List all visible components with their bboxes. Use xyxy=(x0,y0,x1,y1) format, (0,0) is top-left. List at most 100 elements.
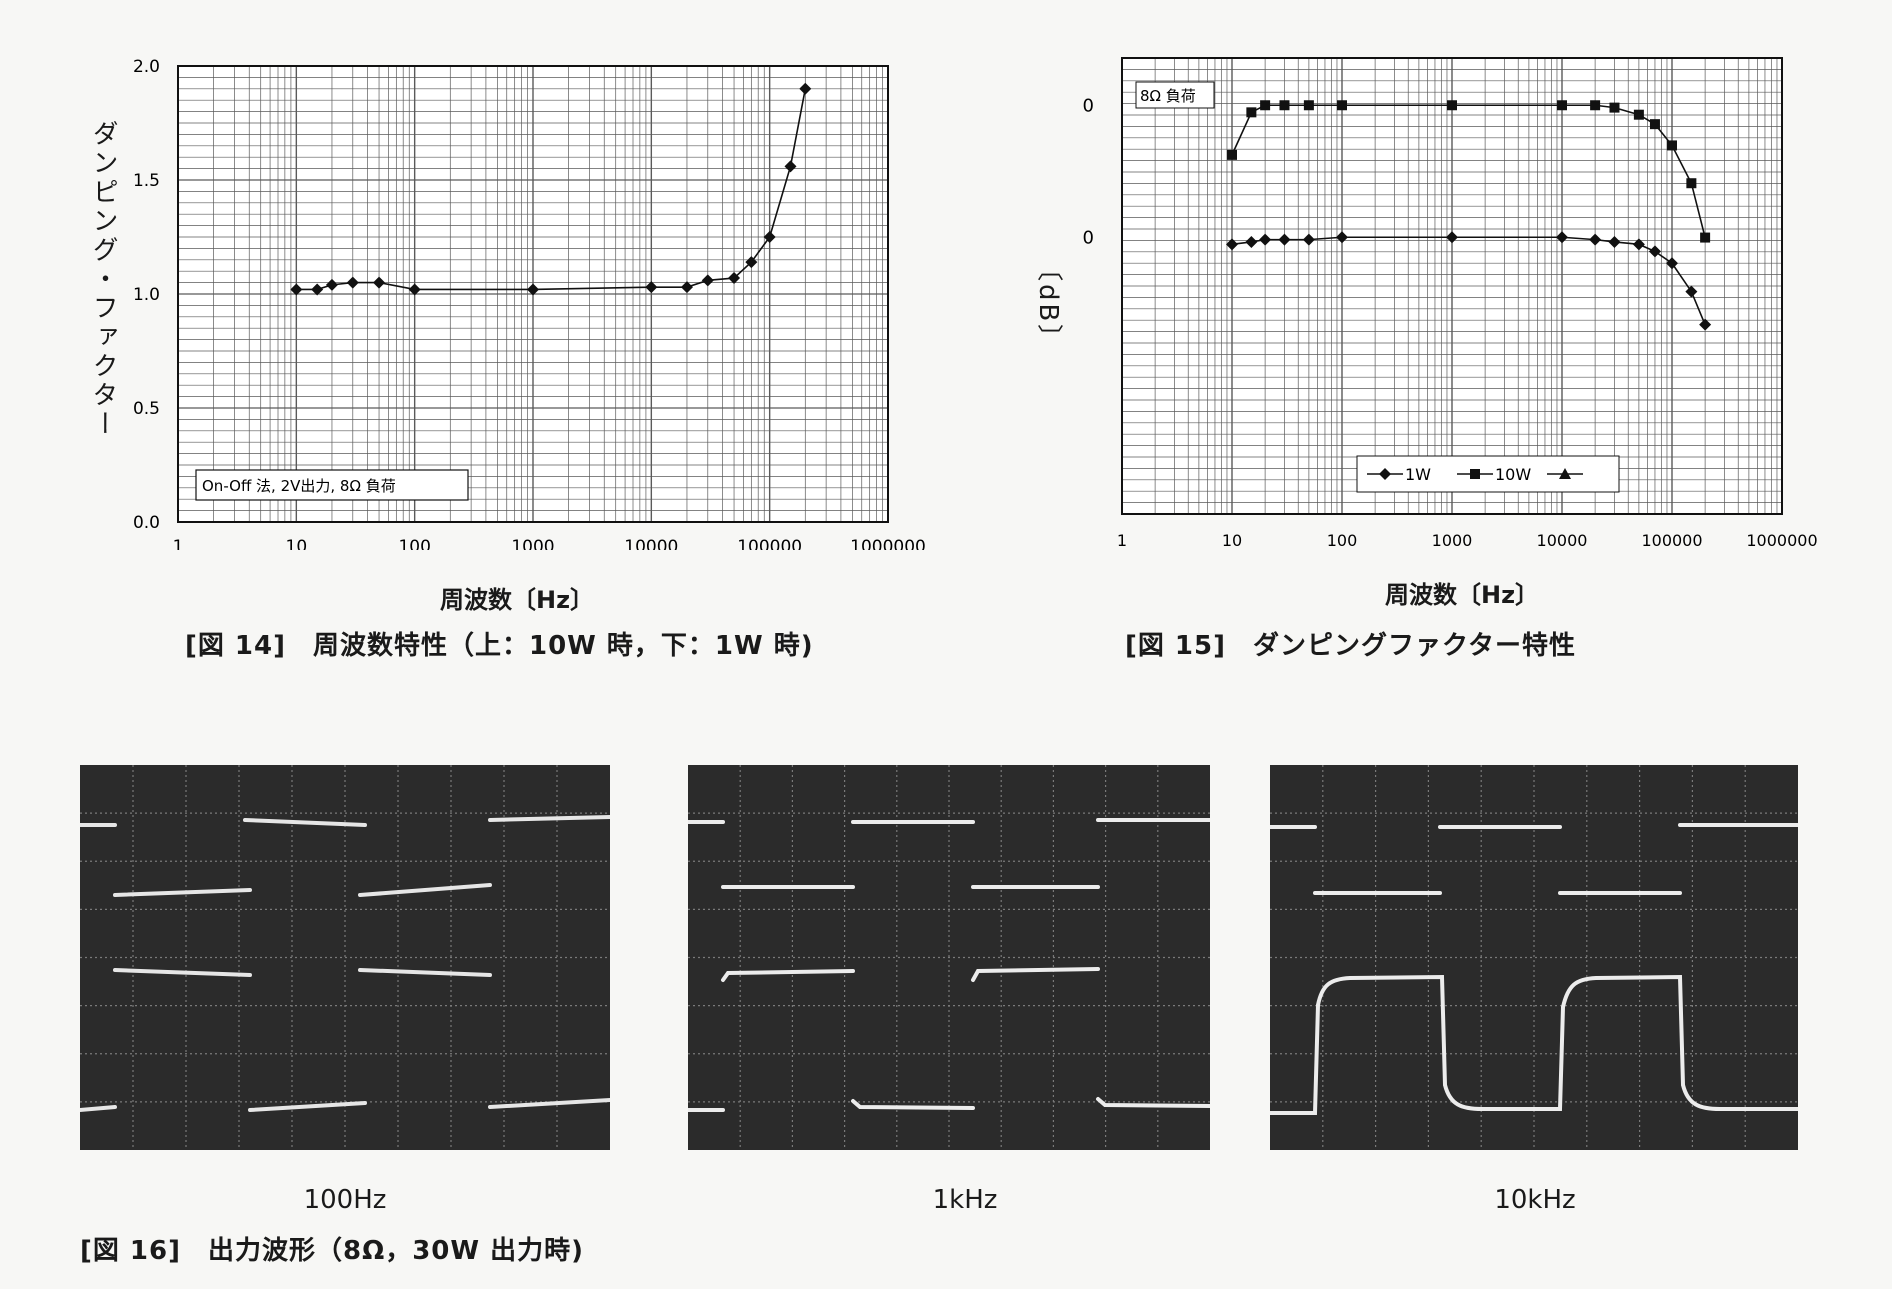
y-tick-label: 1.5 xyxy=(133,171,160,191)
scope-10khz xyxy=(1270,765,1798,1150)
fig15-annotation: 8Ω 負荷 xyxy=(1135,81,1215,109)
scope-1khz xyxy=(688,765,1210,1150)
x-tick-label: 1000000 xyxy=(1746,531,1817,550)
data-point xyxy=(408,283,421,296)
data-point xyxy=(1446,231,1458,244)
data-point xyxy=(645,281,658,294)
data-point xyxy=(1557,100,1567,111)
y-tick-label: 1.0 xyxy=(133,285,160,305)
series-1W xyxy=(1226,231,1712,331)
fig14-ylabel: ダンピング・ファクター xyxy=(88,120,118,439)
x-tick-label: 1000 xyxy=(511,537,554,550)
x-tick-label: 100000 xyxy=(1641,531,1702,550)
legend-label: 1W xyxy=(1405,465,1431,484)
data-point xyxy=(311,283,324,296)
data-point xyxy=(1226,238,1238,251)
data-point xyxy=(1649,119,1660,130)
x-tick-label: 10000 xyxy=(1537,531,1588,550)
fig14-plot: 1 10 100 1000 10000 100000 1000000 0.0 0.5 1.0 1.5… xyxy=(133,57,926,550)
legend-marker xyxy=(1379,468,1391,480)
data-point xyxy=(1686,178,1697,189)
data-point xyxy=(1700,232,1711,243)
data-point xyxy=(1278,233,1291,246)
series-10W xyxy=(1227,100,1711,243)
x-tick-label: 10 xyxy=(1222,531,1242,550)
x-tick-label: 1 xyxy=(173,537,184,550)
data-point xyxy=(1447,100,1457,111)
data-point xyxy=(1648,245,1661,258)
annotation-text: On-Off 法, 2V出力, 8Ω 負荷 xyxy=(202,477,396,495)
data-point xyxy=(1227,149,1237,160)
plot-frame xyxy=(1121,57,1783,515)
y-tick-label: 0.5 xyxy=(133,399,160,419)
y-tick-label: 0 xyxy=(1083,95,1094,116)
legend-marker xyxy=(1470,469,1480,479)
data-point xyxy=(1666,257,1678,270)
data-point xyxy=(784,160,797,173)
data-point xyxy=(745,256,758,269)
data-point xyxy=(1699,318,1712,331)
fig14-caption: [図 14] 周波数特性（上：10W 時，下：1W 時) xyxy=(185,631,814,661)
scope-graticule xyxy=(80,765,610,1150)
data-point xyxy=(701,274,714,287)
data-point xyxy=(1556,231,1568,244)
scope-100hz-label: 100Hz xyxy=(303,1185,387,1215)
data-point xyxy=(290,283,303,296)
data-point xyxy=(1259,233,1272,246)
x-tick-label: 100000 xyxy=(737,537,802,550)
scope-1khz-label: 1kHz xyxy=(932,1185,998,1215)
scope-10khz-label: 10kHz xyxy=(1494,1185,1576,1215)
plot-frame xyxy=(177,65,889,523)
scope-100hz xyxy=(80,765,610,1150)
x-tick-label: 1 xyxy=(1117,531,1127,550)
fig15-xlabel: 周波数〔Hz〕 xyxy=(1385,581,1540,609)
fig16-caption: [図 16] 出力波形（8Ω，30W 出力時) xyxy=(80,1236,584,1266)
fig14-xlabel: 周波数〔Hz〕 xyxy=(440,586,595,614)
x-tick-label: 100 xyxy=(398,537,430,550)
data-point xyxy=(527,283,539,296)
scope-100hz-trace xyxy=(80,815,610,1112)
data-point xyxy=(1590,100,1601,111)
y-tick-label: 2.0 xyxy=(133,57,160,77)
data-point xyxy=(1336,231,1348,244)
x-tick-label: 10 xyxy=(286,537,308,550)
data-point xyxy=(1260,100,1271,111)
scope-graticule xyxy=(688,765,1210,1150)
data-point xyxy=(1632,238,1645,251)
data-point xyxy=(1685,285,1698,298)
data-point xyxy=(1589,233,1602,246)
data-point xyxy=(1246,107,1257,118)
data-point xyxy=(680,281,693,294)
legend-label: 10W xyxy=(1495,465,1531,484)
fig15-plot: 1 10 100 1000 10000 100000 1000000 0 0 8Ω 負荷 1W 10W xyxy=(1083,57,1818,550)
data-point xyxy=(728,272,741,285)
scope-1khz-trace xyxy=(688,818,1210,1112)
x-tick-label: 100 xyxy=(1327,531,1358,550)
scope-graticule xyxy=(1270,765,1798,1150)
data-point xyxy=(1303,100,1314,111)
data-point xyxy=(1609,102,1620,113)
data-point xyxy=(763,231,776,243)
scope-10khz-trace xyxy=(1270,823,1798,1115)
y-tick-label: 0 xyxy=(1083,227,1094,248)
x-tick-label: 10000 xyxy=(624,537,678,550)
fig15-ylabel: 〔dB〕 xyxy=(1033,255,1063,354)
data-point xyxy=(325,278,338,291)
x-tick-label: 1000000 xyxy=(850,537,926,550)
data-point xyxy=(1337,100,1347,111)
data-point xyxy=(1245,235,1258,248)
data-point xyxy=(1279,100,1290,111)
data-point xyxy=(1667,140,1677,151)
fig15-caption: [図 15] ダンピングファクター特性 xyxy=(1125,631,1576,661)
data-point xyxy=(346,276,359,289)
grid xyxy=(1121,57,1782,515)
annotation-text: 8Ω 負荷 xyxy=(1140,87,1196,105)
fig14-annotation: On-Off 法, 2V出力, 8Ω 負荷 xyxy=(195,469,469,501)
x-tick-label: 1000 xyxy=(1432,531,1473,550)
data-point xyxy=(1302,233,1315,246)
data-point xyxy=(373,276,386,289)
y-tick-label: 0.0 xyxy=(133,513,160,533)
data-point xyxy=(1608,235,1621,248)
data-point xyxy=(1633,109,1644,120)
legend: 1W 10W xyxy=(1356,455,1620,493)
